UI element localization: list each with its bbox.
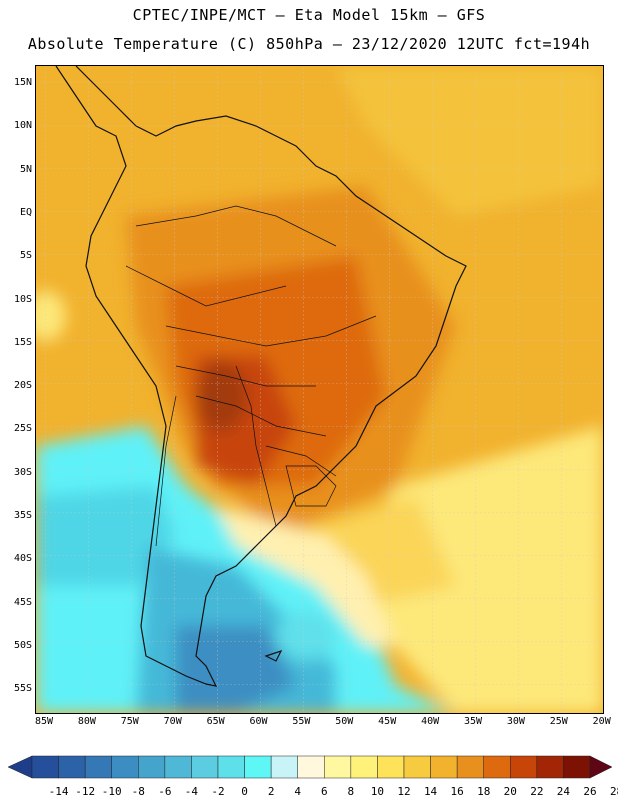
colorbar-swatch (31, 755, 59, 779)
map-panel (35, 65, 604, 714)
colorbar-tick-label: 14 (423, 785, 438, 798)
temperature-field (36, 66, 603, 713)
colorbar (7, 755, 613, 779)
lat-tick-label: 15N (13, 77, 32, 88)
colorbar-swatch (164, 755, 192, 779)
lon-tick-label: 55W (292, 716, 311, 727)
lat-tick-label: 20S (13, 380, 32, 392)
colorbar-tick-label: 28 (609, 785, 618, 798)
lat-tick-label: 5S (19, 250, 32, 262)
colorbar-tick-label: -12 (75, 785, 96, 798)
lat-tick-label: 35S (13, 510, 32, 521)
colorbar-swatch (111, 755, 139, 779)
colorbar-tick-label: -6 (158, 785, 172, 798)
colorbar-tick-label: 16 (450, 785, 464, 798)
colorbar-tick-label: 10 (370, 785, 385, 798)
colorbar-tick-label: -10 (101, 785, 122, 798)
colorbar-swatch (138, 755, 166, 779)
colorbar-swatch (510, 755, 538, 779)
lon-tick-label: 30W (506, 716, 525, 727)
lon-tick-label: 70W (163, 716, 182, 727)
colorbar-swatch (536, 755, 564, 779)
lat-tick-label: 15S (13, 336, 32, 348)
lon-tick-label: 75W (120, 716, 139, 727)
colorbar-tick-label: 22 (530, 785, 544, 798)
colorbar-swatch (350, 755, 378, 779)
chart-title-source: CPTEC/INPE/MCT – Eta Model 15km – GFS (132, 6, 486, 24)
colorbar-swatch (270, 755, 298, 779)
lat-tick-label: 10S (13, 293, 32, 305)
colorbar-swatch (324, 755, 352, 779)
lat-tick-label: 10N (13, 120, 32, 132)
lat-tick-label: 40S (13, 553, 32, 565)
lat-tick-label: 45S (13, 596, 32, 608)
colorbar-swatch (297, 755, 325, 779)
lon-tick-label: 65W (206, 716, 225, 727)
lon-tick-label: 20W (592, 716, 611, 727)
colorbar-tick-label: 24 (556, 785, 571, 798)
lon-tick-label: 80W (77, 716, 96, 727)
country-borders (125, 205, 377, 547)
lon-tick-label: 60W (249, 716, 268, 727)
colorbar-swatch (430, 755, 458, 779)
colorbar-tick-label: -2 (211, 785, 225, 798)
lat-tick-label: 25S (13, 423, 32, 435)
lon-tick-label: 50W (335, 716, 354, 727)
colorbar-tick-label: 4 (294, 785, 302, 798)
colorbar-tick-label: 12 (397, 785, 411, 798)
coastlines (55, 66, 467, 687)
colorbar-tick-label: 18 (477, 785, 491, 798)
lon-tick-label: 25W (549, 716, 568, 727)
colorbar-high-arrow (589, 755, 613, 779)
colorbar-tick-label: 6 (320, 785, 328, 798)
colorbar-tick-label: -4 (184, 785, 199, 798)
colorbar-tick-label: 0 (241, 785, 248, 798)
graticule (36, 66, 603, 713)
lon-tick-label: 45W (378, 716, 397, 727)
lat-tick-label: 55S (13, 683, 32, 695)
colorbar-swatch (483, 755, 511, 779)
lat-tick-label: 50S (13, 639, 32, 651)
colorbar-tick-label: 2 (267, 785, 275, 798)
colorbar-swatch (244, 755, 272, 779)
chart-title-variable: Absolute Temperature (C) 850hPa – 23/12/… (27, 35, 591, 53)
colorbar-tick-label: 20 (503, 785, 517, 798)
colorbar-tick-label: 26 (583, 785, 597, 798)
colorbar-swatch (191, 755, 219, 779)
colorbar-swatch (563, 755, 591, 779)
lat-tick-label: EQ (19, 206, 32, 218)
colorbar-tick-label: 8 (347, 785, 355, 798)
colorbar-swatch (58, 755, 86, 779)
colorbar-tick-label: -14 (48, 785, 69, 798)
lat-tick-label: 5N (19, 163, 32, 175)
colorbar-swatch (84, 755, 112, 779)
colorbar-swatch (217, 755, 245, 779)
lon-tick-label: 35W (463, 716, 483, 727)
lon-tick-label: 40W (421, 716, 440, 727)
colorbar-swatch (403, 755, 431, 779)
colorbar-swatch (377, 755, 405, 779)
lat-tick-label: 30S (13, 466, 32, 478)
lon-tick-label: 85W (34, 716, 54, 727)
colorbar-swatch (456, 755, 484, 779)
colorbar-tick-label: -8 (131, 785, 145, 798)
colorbar-low-arrow (7, 755, 33, 779)
